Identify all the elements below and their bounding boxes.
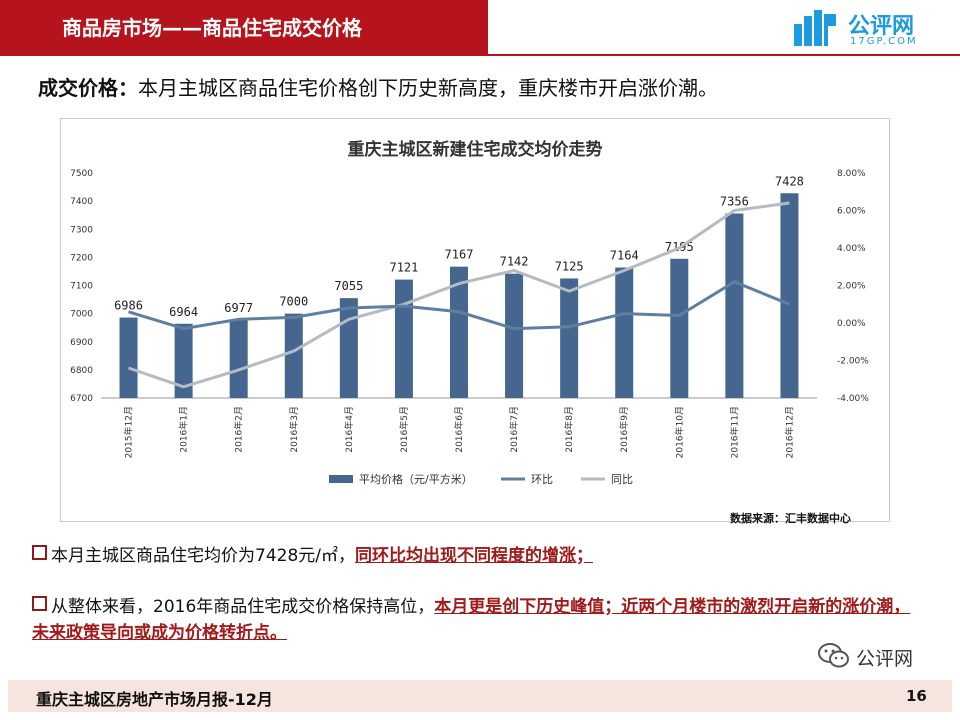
x-axis-tick: 2016年7月 xyxy=(508,406,520,453)
x-axis-tick: 2016年3月 xyxy=(288,406,300,453)
footer-bar: 重庆主城区房地产市场月报-12月 16 xyxy=(8,680,952,712)
header-bar: 商品房市场——商品住宅成交价格 xyxy=(0,0,488,54)
bar-data-label: 7055 xyxy=(334,279,363,293)
left-axis-tick: 6800 xyxy=(70,366,93,376)
x-axis-tick: 2016年11月 xyxy=(728,406,740,458)
x-axis-tick: 2016年5月 xyxy=(398,406,410,453)
logo-name: 公评网 xyxy=(848,14,915,39)
bar-data-label: 7000 xyxy=(279,295,308,309)
bar xyxy=(505,273,524,398)
x-axis-tick: 2016年1月 xyxy=(178,406,190,453)
brand-logo: 公评网 17GP.COM xyxy=(792,6,952,50)
x-axis-tick: 2016年6月 xyxy=(453,406,465,453)
chart-title: 重庆主城区新建住宅成交均价走势 xyxy=(348,139,603,160)
bar xyxy=(119,317,138,398)
bar xyxy=(780,193,799,398)
left-axis-tick: 6700 xyxy=(70,394,93,404)
bullet-2-text: 从整体来看，2016年商品住宅成交价格保持高位， xyxy=(51,597,435,617)
bar xyxy=(339,298,358,398)
logo-url: 17GP.COM xyxy=(850,36,918,47)
bar-data-label: 7356 xyxy=(720,195,749,209)
bullet-1: 本月主城区商品住宅均价为7428元/㎡，同环比均出现不同程度的增涨； xyxy=(32,543,932,569)
bar-data-label: 7167 xyxy=(445,248,474,262)
bar-data-label: 7121 xyxy=(389,261,418,275)
left-axis-tick: 7100 xyxy=(70,282,93,292)
left-axis-tick: 7300 xyxy=(70,225,93,235)
bar xyxy=(450,266,468,398)
x-axis-tick: 2016年4月 xyxy=(343,406,355,453)
page-number: 16 xyxy=(906,687,927,705)
bar xyxy=(725,213,744,398)
bar-data-label: 7428 xyxy=(775,174,804,188)
data-source: 数据来源：汇丰数据中心 xyxy=(730,512,851,525)
bullet-box-icon xyxy=(32,596,47,611)
x-axis-tick: 2015年12月 xyxy=(123,406,135,458)
bar xyxy=(615,267,634,398)
section-title: 商品房市场——商品住宅成交价格 xyxy=(62,16,362,40)
legend-label: 环比 xyxy=(531,473,553,486)
headline-text: 本月主城区商品住宅价格创下历史新高度，重庆楼市开启涨价潮。 xyxy=(138,76,718,100)
right-axis-tick: 2.00% xyxy=(837,282,866,292)
legend-label: 平均价格（元/平方米） xyxy=(359,472,473,486)
series-line-yoy xyxy=(128,201,790,389)
bar-data-label: 6977 xyxy=(224,301,253,315)
legend-label: 同比 xyxy=(611,473,633,486)
headline: 成交价格：本月主城区商品住宅价格创下历史新高度，重庆楼市开启涨价潮。 xyxy=(38,72,718,101)
right-axis-tick: 8.00% xyxy=(837,169,866,179)
bar xyxy=(174,323,193,398)
x-axis-tick: 2016年2月 xyxy=(233,406,245,453)
bar-data-label: 6986 xyxy=(114,299,143,313)
x-axis-tick: 2016年9月 xyxy=(618,406,630,453)
bar-data-label: 7125 xyxy=(555,259,584,273)
bar xyxy=(560,278,579,398)
x-axis-tick: 2016年8月 xyxy=(563,406,575,453)
chart-container: 重庆主城区新建住宅成交均价走势 6700 6800 6900 7000 7100 7200 7… xyxy=(60,118,890,522)
left-axis-tick: 7200 xyxy=(70,253,93,263)
left-axis-tick: 6900 xyxy=(70,338,93,348)
left-axis-tick: 7500 xyxy=(70,169,93,179)
bar xyxy=(229,320,248,398)
series-line-mom xyxy=(128,280,791,331)
x-axis-tick: 2016年10月 xyxy=(673,406,685,458)
watermark-text: 公评网 xyxy=(856,648,914,670)
bullet-1-highlight: 同环比均出现不同程度的增涨； xyxy=(355,546,593,566)
right-axis-tick: 0.00% xyxy=(837,319,866,329)
right-axis-tick: -2.00% xyxy=(837,357,869,367)
left-axis-tick: 7400 xyxy=(70,197,93,207)
x-axis-tick: 2016年12月 xyxy=(783,406,795,458)
right-axis-tick: 6.00% xyxy=(837,207,866,217)
bar-data-label: 7164 xyxy=(610,249,639,263)
bullet-box-icon xyxy=(32,545,47,560)
legend-swatch-bar xyxy=(329,475,353,483)
bullet-2-highlight: 本月更是创下历史峰值；近两个月楼市的激烈开启新的涨价潮，未来政策导向或成为价格转… xyxy=(32,597,911,643)
bullet-2: 从整体来看，2016年商品住宅成交价格保持高位，本月更是创下历史峰值；近两个月楼… xyxy=(32,594,912,646)
watermark: 公评网 xyxy=(818,640,958,674)
bar xyxy=(284,313,303,398)
left-axis-tick: 7000 xyxy=(70,310,93,320)
wechat-icon xyxy=(818,643,849,668)
header-divider xyxy=(0,54,960,56)
bar xyxy=(670,258,689,398)
bar xyxy=(394,279,413,398)
bar-data-label: 6964 xyxy=(169,305,198,319)
bar-data-label: 7142 xyxy=(500,255,529,269)
footer-title: 重庆主城区房地产市场月报-12月 xyxy=(36,690,273,709)
bullet-1-text: 本月主城区商品住宅均价为7428元/㎡， xyxy=(51,546,355,566)
logo-mark-icon xyxy=(794,10,836,46)
right-axis-tick: 4.00% xyxy=(837,244,866,254)
headline-label: 成交价格： xyxy=(38,76,138,100)
right-axis-tick: -4.00% xyxy=(837,394,869,404)
price-trend-chart: 重庆主城区新建住宅成交均价走势 6700 6800 6900 7000 7100 7200 7… xyxy=(70,139,869,486)
